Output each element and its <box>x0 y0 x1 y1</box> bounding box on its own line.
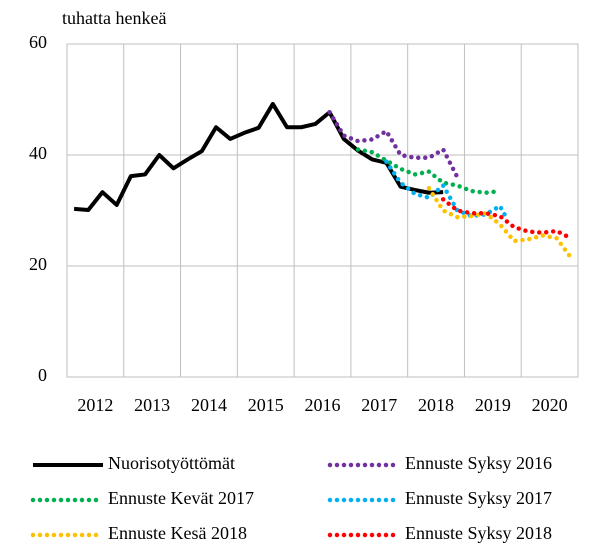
series-line <box>327 110 460 180</box>
legend-label: Ennuste Syksy 2016 <box>405 453 552 473</box>
x-tick-label: 2020 <box>532 395 568 415</box>
x-tick-label: 2012 <box>77 395 113 415</box>
legend-label: Ennuste Kevät 2017 <box>108 488 254 508</box>
x-tick-label: 2014 <box>191 395 227 415</box>
series-line <box>384 159 510 222</box>
x-tick-label: 2013 <box>134 395 170 415</box>
series-line <box>355 147 503 196</box>
legend-label: Ennuste Syksy 2017 <box>405 488 552 508</box>
legend-label: Ennuste Kesä 2018 <box>108 523 247 543</box>
series-line <box>426 186 574 260</box>
legend-label: Nuorisotyöttömät <box>108 453 235 473</box>
series-line <box>440 197 574 241</box>
x-tick-label: 2019 <box>475 395 511 415</box>
x-tick-label: 2016 <box>305 395 341 415</box>
y-tick-label: 20 <box>29 254 47 274</box>
y-tick-label: 0 <box>38 365 47 385</box>
series-line <box>73 101 444 212</box>
x-tick-label: 2015 <box>248 395 284 415</box>
y-tick-label: 60 <box>29 32 47 52</box>
x-tick-label: 2018 <box>418 395 454 415</box>
y-tick-label: 40 <box>29 143 47 163</box>
x-tick-label: 2017 <box>361 395 397 415</box>
legend-label: Ennuste Syksy 2018 <box>405 523 552 543</box>
y-axis-label: tuhatta henkeä <box>62 8 166 28</box>
